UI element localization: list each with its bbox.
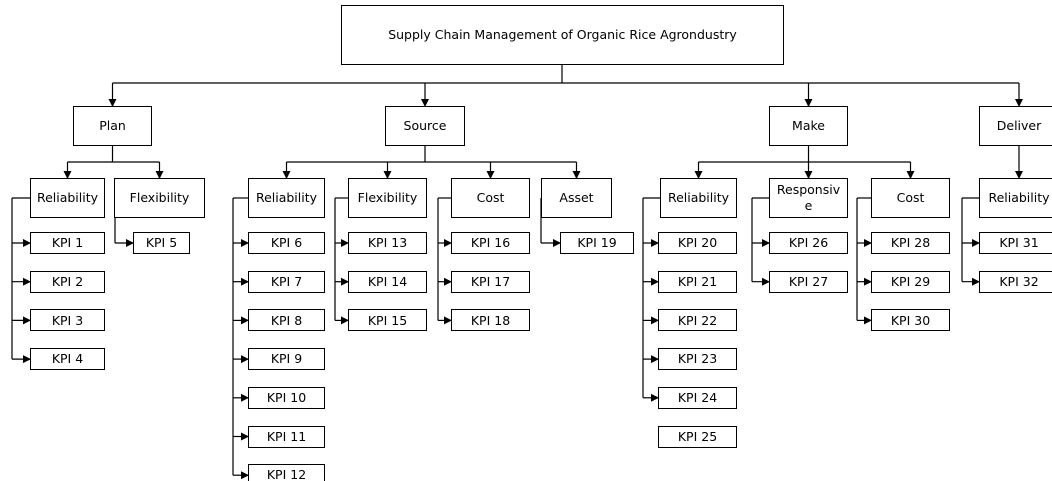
- kpi-node: KPI 9: [248, 348, 325, 371]
- kpi-node: KPI 21: [658, 270, 737, 293]
- kpi-node: KPI 13: [348, 232, 427, 254]
- kpi-node: KPI 10: [248, 386, 325, 409]
- attribute-node: Reliability: [30, 178, 105, 218]
- attribute-node: Flexibility: [114, 178, 205, 218]
- attribute-node: Cost: [871, 178, 950, 218]
- kpi-node: KPI 19: [560, 232, 634, 254]
- kpi-node: KPI 22: [658, 309, 737, 332]
- kpi-node: KPI 3: [30, 309, 105, 332]
- kpi-node: KPI 5: [133, 232, 190, 254]
- kpi-node: KPI 18: [451, 309, 530, 332]
- kpi-node: KPI 16: [451, 232, 530, 254]
- kpi-node: KPI 29: [871, 270, 950, 293]
- kpi-node: KPI 15: [348, 309, 427, 332]
- kpi-node: KPI 4: [30, 348, 105, 371]
- attribute-node: Reliability: [979, 178, 1052, 218]
- kpi-node: KPI 12: [248, 464, 325, 481]
- kpi-node: KPI 6: [248, 232, 325, 254]
- attribute-node: Reliability: [248, 178, 325, 218]
- kpi-node: KPI 14: [348, 270, 427, 293]
- kpi-node: KPI 1: [30, 232, 105, 254]
- attribute-node: Asset: [541, 178, 612, 218]
- attribute-node: Reliability: [660, 178, 737, 218]
- root-node: Supply Chain Management of Organic Rice …: [341, 5, 784, 65]
- kpi-node: KPI 20: [658, 232, 737, 254]
- process-node: Plan: [73, 106, 152, 146]
- kpi-node: KPI 25: [658, 425, 737, 448]
- kpi-node: KPI 31: [979, 232, 1052, 254]
- kpi-node: KPI 28: [871, 232, 950, 254]
- kpi-node: KPI 17: [451, 270, 530, 293]
- kpi-node: KPI 30: [871, 309, 950, 332]
- kpi-node: KPI 32: [979, 270, 1052, 293]
- process-node: Source: [385, 106, 465, 146]
- process-node: Make: [769, 106, 848, 146]
- kpi-node: KPI 11: [248, 425, 325, 448]
- kpi-node: KPI 7: [248, 270, 325, 293]
- kpi-node: KPI 27: [769, 270, 848, 293]
- attribute-node: Cost: [451, 178, 530, 218]
- attribute-node: Flexibility: [348, 178, 427, 218]
- attribute-node: Responsive: [769, 178, 848, 218]
- kpi-node: KPI 2: [30, 270, 105, 293]
- kpi-node: KPI 23: [658, 348, 737, 371]
- kpi-node: KPI 26: [769, 232, 848, 254]
- kpi-node: KPI 8: [248, 309, 325, 332]
- process-node: Deliver: [979, 106, 1052, 146]
- kpi-node: KPI 24: [658, 386, 737, 409]
